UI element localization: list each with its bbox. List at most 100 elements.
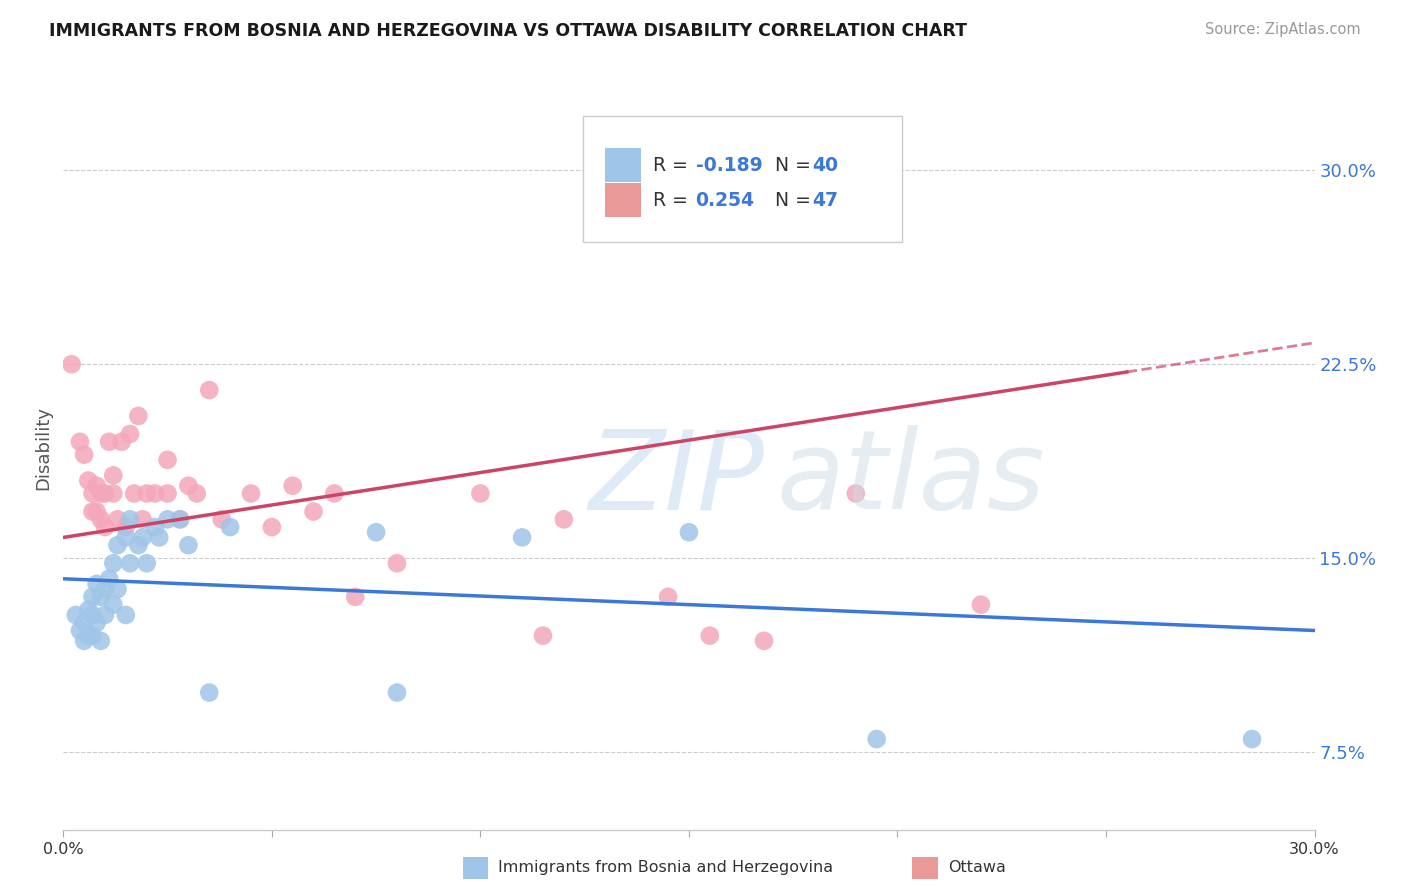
Point xyxy=(845,486,868,500)
Text: 47: 47 xyxy=(813,191,838,210)
Point xyxy=(90,590,112,604)
Point xyxy=(302,505,325,519)
Point xyxy=(86,479,108,493)
Point xyxy=(115,607,138,622)
Text: N =: N = xyxy=(763,155,817,175)
Point xyxy=(103,468,125,483)
Point xyxy=(385,556,408,570)
Text: R =: R = xyxy=(654,191,695,210)
Point xyxy=(148,530,170,544)
Point xyxy=(107,538,129,552)
Point xyxy=(115,530,138,544)
Point xyxy=(107,582,129,596)
Point xyxy=(211,512,233,526)
Point xyxy=(103,598,125,612)
Point xyxy=(77,603,100,617)
Point xyxy=(69,434,91,449)
Point xyxy=(82,486,104,500)
Point xyxy=(118,512,141,526)
Point xyxy=(156,453,179,467)
Point xyxy=(86,577,108,591)
Point xyxy=(510,530,533,544)
Point xyxy=(366,525,388,540)
Point xyxy=(73,448,96,462)
Point xyxy=(69,624,91,638)
Point xyxy=(111,434,134,449)
Point xyxy=(103,556,125,570)
Point xyxy=(94,520,117,534)
Point xyxy=(77,474,100,488)
Text: Immigrants from Bosnia and Herzegovina: Immigrants from Bosnia and Herzegovina xyxy=(498,861,832,875)
Point xyxy=(77,629,100,643)
Point xyxy=(156,486,179,500)
Point xyxy=(82,505,104,519)
Point xyxy=(98,572,121,586)
Point xyxy=(866,732,889,747)
Point xyxy=(122,486,145,500)
Point xyxy=(239,486,263,500)
Point xyxy=(143,486,166,500)
Point xyxy=(118,427,141,442)
Text: 40: 40 xyxy=(813,155,838,175)
Point xyxy=(553,512,575,526)
Point xyxy=(970,598,993,612)
Point xyxy=(127,409,149,423)
Point xyxy=(143,520,166,534)
Point xyxy=(98,434,121,449)
Point xyxy=(385,685,408,699)
Point xyxy=(344,590,367,604)
Point xyxy=(73,633,96,648)
Point xyxy=(219,520,242,534)
Point xyxy=(90,633,112,648)
Text: Ottawa: Ottawa xyxy=(948,861,1005,875)
Point xyxy=(1241,732,1264,747)
Point xyxy=(752,633,775,648)
Point xyxy=(135,486,157,500)
Y-axis label: Disability: Disability xyxy=(34,406,52,491)
Point xyxy=(281,479,304,493)
Point xyxy=(86,505,108,519)
Point xyxy=(156,512,179,526)
Point xyxy=(198,685,221,699)
Point xyxy=(260,520,283,534)
Text: Source: ZipAtlas.com: Source: ZipAtlas.com xyxy=(1205,22,1361,37)
Point xyxy=(678,525,700,540)
Point xyxy=(115,520,138,534)
Point xyxy=(103,486,125,500)
Point xyxy=(86,615,108,630)
Point xyxy=(90,486,112,500)
Point xyxy=(94,582,117,596)
Point xyxy=(73,615,96,630)
Point xyxy=(82,629,104,643)
Point xyxy=(82,590,104,604)
Point xyxy=(60,357,83,371)
Point xyxy=(169,512,191,526)
Point xyxy=(94,486,117,500)
Point xyxy=(169,512,191,526)
Text: 0.0%: 0.0% xyxy=(44,842,83,857)
Text: R =: R = xyxy=(654,155,695,175)
Point xyxy=(177,479,200,493)
Text: 30.0%: 30.0% xyxy=(1289,842,1340,857)
Point xyxy=(90,512,112,526)
Point xyxy=(127,538,149,552)
Point xyxy=(470,486,492,500)
Point xyxy=(107,512,129,526)
Point xyxy=(94,607,117,622)
Text: ZIP: ZIP xyxy=(589,425,765,533)
Point xyxy=(186,486,208,500)
Point xyxy=(131,512,153,526)
Point xyxy=(82,607,104,622)
Text: atlas: atlas xyxy=(776,425,1045,533)
Point xyxy=(699,629,721,643)
Point xyxy=(135,556,157,570)
Point xyxy=(131,530,153,544)
Point xyxy=(198,383,221,397)
Point xyxy=(657,590,679,604)
Text: 0.254: 0.254 xyxy=(696,191,755,210)
Point xyxy=(118,556,141,570)
Point xyxy=(323,486,346,500)
Text: N =: N = xyxy=(763,191,817,210)
Point xyxy=(65,607,87,622)
Point xyxy=(803,189,825,203)
